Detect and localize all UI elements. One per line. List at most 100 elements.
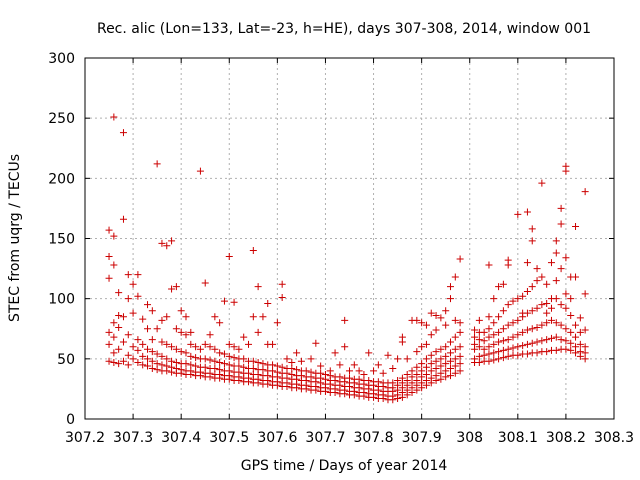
data-point (273, 362, 281, 370)
data-point (538, 301, 546, 309)
data-point (168, 357, 176, 365)
data-point (124, 271, 132, 279)
data-point (105, 357, 113, 365)
data-point (403, 376, 411, 384)
data-point (413, 316, 421, 324)
data-point (235, 368, 243, 376)
data-point (504, 352, 512, 360)
data-point (475, 336, 483, 344)
data-point (321, 370, 329, 378)
data-point (446, 295, 454, 303)
data-point (119, 357, 127, 365)
data-point (523, 326, 531, 334)
data-point (216, 358, 224, 366)
data-point (567, 312, 575, 320)
data-point (557, 220, 565, 228)
data-point (220, 360, 228, 368)
data-point (278, 280, 286, 288)
data-point (297, 357, 305, 365)
data-point (471, 326, 479, 334)
data-point (519, 328, 527, 336)
data-point (124, 295, 132, 303)
data-point (418, 379, 426, 387)
x-tick-label: 307.2 (65, 430, 105, 446)
data-point (230, 298, 238, 306)
data-point (432, 348, 440, 356)
data-point (499, 325, 507, 333)
data-point (523, 287, 531, 295)
data-point (105, 340, 113, 348)
x-tick-label: 307.3 (113, 430, 153, 446)
data-point (451, 362, 459, 370)
data-point (576, 348, 584, 356)
x-tick-label: 307.9 (402, 430, 442, 446)
data-point (446, 349, 454, 357)
data-point (456, 360, 464, 368)
data-point (572, 222, 580, 230)
data-point (552, 249, 560, 257)
data-point (115, 324, 123, 332)
data-point (567, 346, 575, 354)
data-point (129, 280, 137, 288)
data-point (187, 340, 195, 348)
data-point (403, 370, 411, 378)
data-point (350, 361, 358, 369)
data-point (446, 364, 454, 372)
data-point (139, 340, 147, 348)
data-point (105, 226, 113, 234)
data-point (206, 331, 214, 339)
data-point (182, 331, 190, 339)
data-point (177, 307, 185, 315)
data-point (480, 351, 488, 359)
data-point (451, 345, 459, 353)
data-point (259, 313, 267, 321)
data-point (528, 339, 536, 347)
data-point (572, 273, 580, 281)
data-point (495, 355, 503, 363)
data-point (168, 237, 176, 245)
data-point (249, 247, 257, 255)
data-point (365, 349, 373, 357)
data-point (408, 367, 416, 375)
data-point (326, 367, 334, 375)
data-point (264, 299, 272, 307)
data-point (413, 370, 421, 378)
data-point (124, 361, 132, 369)
data-point (172, 325, 180, 333)
data-point (168, 363, 176, 371)
data-point (485, 261, 493, 269)
data-point (446, 372, 454, 380)
data-point (110, 319, 118, 327)
data-point (336, 361, 344, 369)
data-point (576, 328, 584, 336)
data-point (225, 367, 233, 375)
data-point (523, 309, 531, 317)
data-point (451, 273, 459, 281)
data-point (509, 297, 517, 305)
data-point (533, 324, 541, 332)
data-point (418, 373, 426, 381)
data-point (432, 372, 440, 380)
data-point (456, 352, 464, 360)
y-tick-label: 0 (66, 412, 75, 428)
data-point (495, 338, 503, 346)
data-point (562, 254, 570, 262)
data-point (134, 271, 142, 279)
data-point (187, 352, 195, 360)
data-point (562, 345, 570, 353)
data-point (557, 204, 565, 212)
data-point (220, 350, 228, 358)
data-point (177, 328, 185, 336)
data-point (446, 283, 454, 291)
data-point (451, 369, 459, 377)
data-point (225, 253, 233, 261)
data-point (480, 337, 488, 345)
data-point (139, 315, 147, 323)
data-point (110, 232, 118, 240)
data-point (110, 358, 118, 366)
data-point (418, 343, 426, 351)
data-point (451, 316, 459, 324)
axis-ticks: 307.2 307.3 307.4 307.5 307.6 307.7 307.8 307.9… (48, 51, 634, 446)
data-point (177, 348, 185, 356)
